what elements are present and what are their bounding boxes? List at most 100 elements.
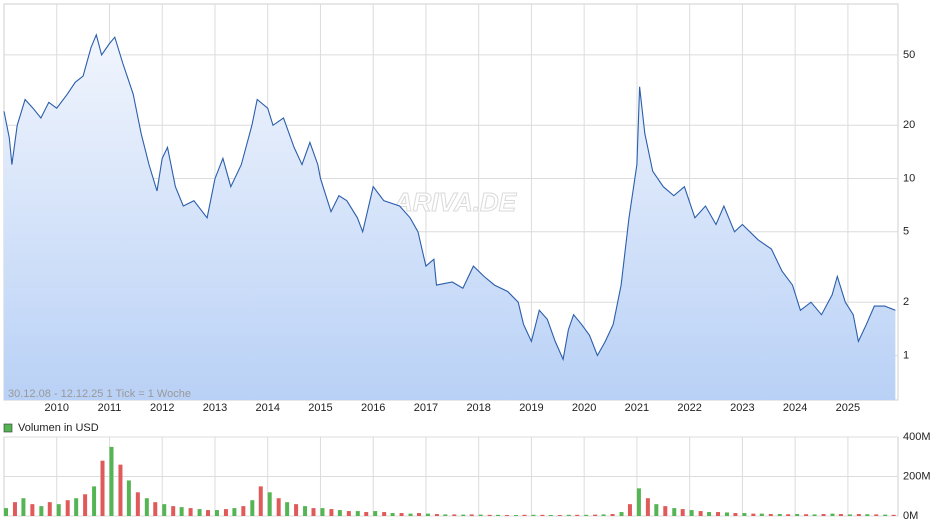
volume-bar <box>522 514 527 516</box>
x-tick-label: 2019 <box>519 402 543 414</box>
volume-bar <box>557 515 562 516</box>
volume-bar <box>241 506 246 516</box>
x-tick-label: 2013 <box>203 402 227 414</box>
volume-bar <box>214 510 219 516</box>
watermark: ARIVA.DE <box>393 187 517 217</box>
y-tick-label: 5 <box>903 226 909 238</box>
volume-bar <box>56 504 61 516</box>
volume-bar <box>39 506 44 516</box>
x-tick-label: 2010 <box>45 402 69 414</box>
volume-bar <box>698 511 703 516</box>
volume-bar <box>337 510 342 516</box>
volume-bar <box>223 509 228 516</box>
volume-bar <box>47 502 52 516</box>
x-tick-label: 2011 <box>98 402 122 414</box>
volume-bar <box>285 502 290 516</box>
volume-bar <box>250 500 255 516</box>
x-tick-label: 2025 <box>836 402 860 414</box>
volume-bar <box>531 514 536 516</box>
volume-bar <box>619 512 624 516</box>
legend-label: Volumen in USD <box>18 422 99 434</box>
volume-bar <box>804 514 809 516</box>
volume-bar <box>461 514 466 516</box>
volume-bar <box>795 514 800 516</box>
volume-bar <box>303 506 308 516</box>
volume-bar <box>4 508 8 516</box>
volume-bar <box>434 514 439 516</box>
volume-bar <box>575 514 580 516</box>
volume-bar <box>135 492 140 516</box>
volume-bar <box>144 498 149 516</box>
volume-bar <box>74 498 79 516</box>
x-tick-label: 2015 <box>308 402 332 414</box>
volume-bar <box>188 508 193 516</box>
volume-bar <box>171 506 176 516</box>
x-tick-label: 2014 <box>255 402 279 414</box>
volume-bar <box>689 510 694 516</box>
volume-bar <box>487 514 492 516</box>
x-tick-label: 2017 <box>414 402 438 414</box>
volume-bar <box>645 498 650 516</box>
volume-bar <box>496 514 501 516</box>
y-tick-label: 10 <box>903 172 915 184</box>
volume-bar <box>390 513 395 516</box>
volume-bar <box>153 502 158 516</box>
volume-bar <box>601 514 606 516</box>
volume-bar <box>276 498 281 516</box>
x-tick-label: 2022 <box>677 402 701 414</box>
x-tick-label: 2021 <box>625 402 649 414</box>
volume-bar <box>759 513 764 516</box>
volume-bar <box>346 511 351 516</box>
volume-bar <box>109 446 114 516</box>
volume-bar <box>838 514 843 516</box>
x-tick-label: 2020 <box>572 402 596 414</box>
volume-bar <box>197 509 202 516</box>
volume-bar <box>514 515 519 516</box>
volume-bar <box>505 515 510 516</box>
volume-bar <box>821 514 826 516</box>
y-tick-label: 50 <box>903 49 915 61</box>
volume-bar <box>92 486 97 516</box>
volume-bar <box>733 513 738 516</box>
volume-bar <box>355 511 360 516</box>
volume-bar <box>874 514 879 516</box>
volume-bar <box>65 500 70 516</box>
volume-bar <box>311 508 316 516</box>
volume-bar <box>162 504 167 516</box>
volume-bar <box>416 513 421 516</box>
y-tick-label: 400M <box>903 431 931 443</box>
price-line <box>3 33 896 362</box>
volume-bar <box>672 508 677 516</box>
volume-bar <box>847 514 852 516</box>
volume-bar <box>548 515 553 516</box>
x-tick-label: 2018 <box>466 402 490 414</box>
volume-bar <box>883 514 888 516</box>
price-area <box>4 34 896 401</box>
x-tick-label: 2016 <box>361 402 385 414</box>
volume-bar <box>118 464 123 516</box>
volume-bar <box>593 514 598 516</box>
volume-bar <box>768 514 773 516</box>
footnote: 30.12.08 - 12.12.25 1 Tick = 1 Woche <box>8 388 191 400</box>
volume-bar <box>294 504 299 516</box>
volume-bar <box>680 509 685 516</box>
x-tick-label: 2023 <box>730 402 754 414</box>
legend-swatch <box>3 423 13 433</box>
volume-bar <box>258 486 263 516</box>
volume-bar <box>707 512 712 516</box>
volume-bar <box>21 498 26 516</box>
volume-bar <box>443 514 448 516</box>
volume-bar <box>179 507 184 516</box>
x-tick-label: 2012 <box>150 402 174 414</box>
volume-bar <box>716 512 721 516</box>
volume-bar <box>206 510 211 516</box>
volume-bar <box>373 511 378 516</box>
volume-bar <box>425 513 430 516</box>
volume-bar <box>830 513 835 516</box>
volume-bar <box>654 504 659 516</box>
volume-bar <box>232 508 237 516</box>
volume-bar <box>452 514 457 516</box>
volume-bar <box>777 514 782 516</box>
volume-bar <box>12 502 17 516</box>
